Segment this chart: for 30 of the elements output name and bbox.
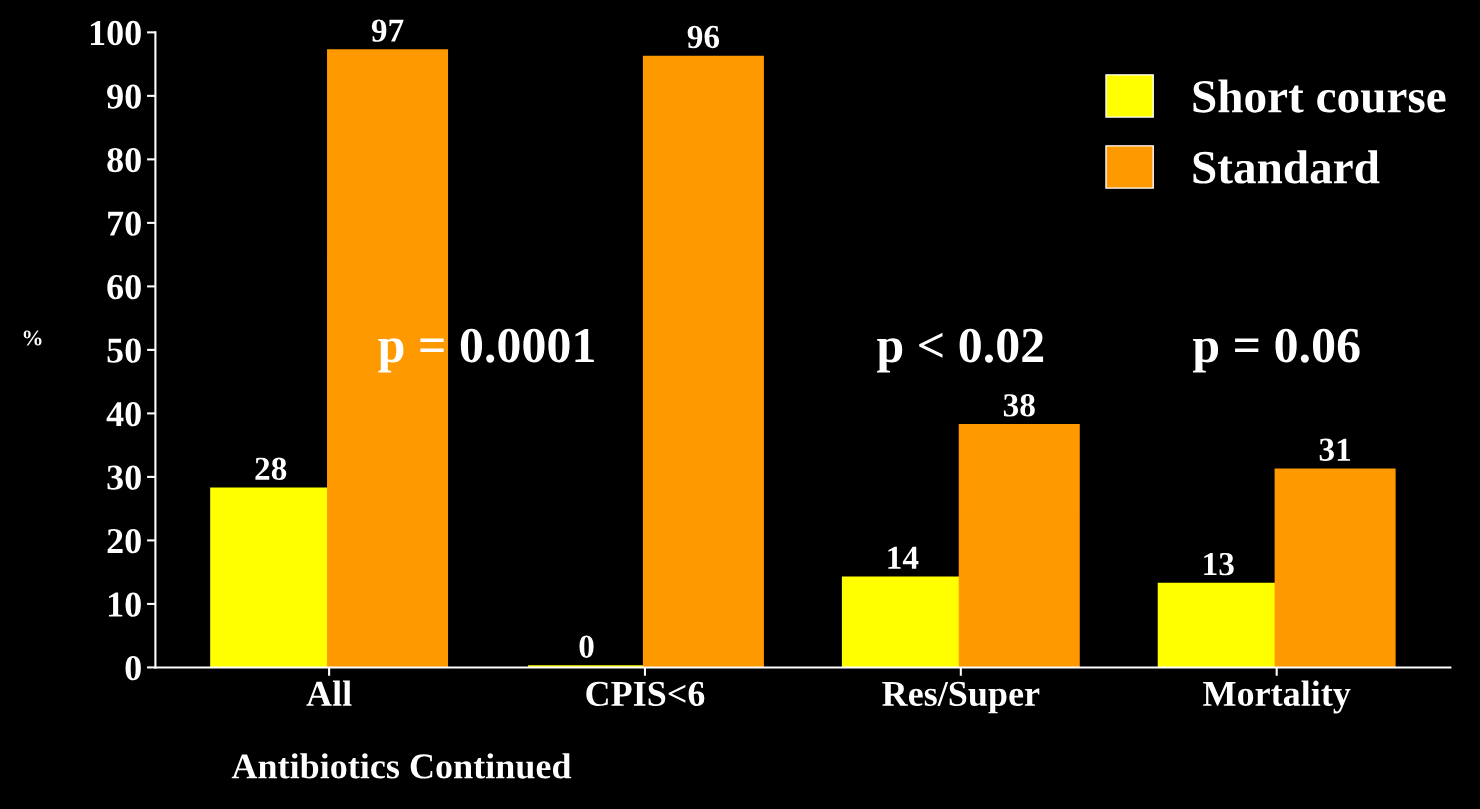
x-tick-label: All	[306, 680, 352, 706]
y-tick-label: 80	[107, 147, 141, 173]
legend-label: Short course	[1193, 79, 1446, 113]
y-tick-label: 90	[107, 84, 141, 109]
x-axis-title: Antibiotics Continued	[231, 753, 572, 779]
data-label: 0	[579, 635, 594, 658]
y-tick-label: 20	[107, 528, 141, 554]
x-tick-label: Res/Super	[882, 681, 1040, 714]
annotation: p < 0.02	[877, 328, 1044, 373]
data-label: 97	[371, 19, 404, 42]
y-tick-label: 10	[108, 592, 141, 617]
annotation: p = 0.0001	[378, 328, 594, 373]
y-axis-title: %	[23, 330, 42, 346]
x-tick-label: Mortality	[1203, 680, 1351, 714]
data-label: 28	[255, 457, 287, 481]
y-tick-label: 0	[125, 655, 141, 681]
data-label: 96	[687, 25, 720, 49]
y-tick-label: 40	[106, 401, 141, 427]
legend-label: Standard	[1193, 150, 1380, 184]
x-tick-label: CPIS<6	[586, 681, 705, 707]
annotation: p = 0.06	[1192, 328, 1360, 373]
y-tick-label: 70	[108, 211, 141, 236]
y-tick-label: 60	[107, 274, 141, 300]
data-label: 14	[888, 546, 919, 569]
y-tick-label: 30	[107, 465, 141, 490]
y-tick-label: 100	[90, 20, 141, 46]
data-label: 38	[1003, 394, 1035, 417]
data-label: 31	[1319, 438, 1351, 462]
y-tick-label: 50	[107, 338, 141, 363]
data-label: 13	[1204, 552, 1234, 576]
